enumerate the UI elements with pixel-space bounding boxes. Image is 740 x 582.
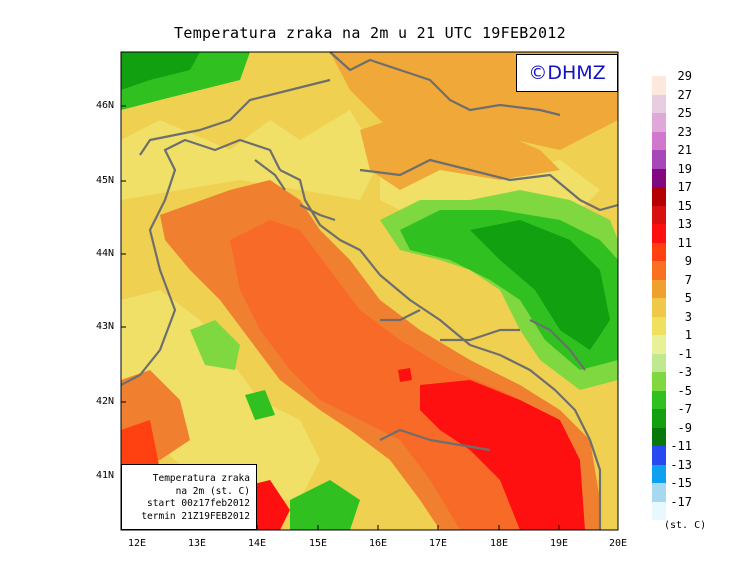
legend-label: 5 bbox=[684, 291, 692, 305]
lon-label: 17E bbox=[428, 538, 448, 549]
legend-label: -3 bbox=[677, 365, 692, 379]
legend-swatch bbox=[652, 205, 666, 224]
legend-label: 23 bbox=[677, 124, 692, 139]
lon-label: 12E bbox=[127, 538, 147, 549]
legend-label: -17 bbox=[670, 494, 692, 509]
lon-label: 19E bbox=[549, 538, 569, 549]
legend-swatch bbox=[652, 150, 666, 169]
legend-label: -5 bbox=[677, 383, 692, 398]
legend-label: 21 bbox=[677, 143, 692, 157]
legend-label: 13 bbox=[677, 217, 692, 231]
lat-label: 46N bbox=[96, 100, 115, 111]
legend-label: -15 bbox=[670, 476, 692, 490]
legend-label: 11 bbox=[677, 235, 692, 250]
legend-swatch bbox=[652, 224, 666, 243]
legend-label: 7 bbox=[684, 272, 692, 287]
lat-label: 41N bbox=[96, 470, 115, 481]
legend-label: 3 bbox=[684, 309, 692, 324]
lat-label: 42N bbox=[96, 396, 115, 407]
lat-label: 44N bbox=[96, 248, 115, 259]
legend-swatch bbox=[652, 372, 666, 391]
legend-swatch bbox=[652, 131, 666, 150]
lon-label: 15E bbox=[308, 538, 328, 549]
legend-label: -13 bbox=[670, 457, 692, 472]
lon-label: 16E bbox=[368, 538, 388, 549]
lon-label: 18E bbox=[489, 538, 509, 549]
lon-label: 13E bbox=[187, 538, 207, 549]
lat-label: 43N bbox=[96, 321, 115, 332]
legend-swatch bbox=[652, 279, 666, 298]
legend-label: 25 bbox=[677, 106, 692, 120]
legend-label: -1 bbox=[677, 346, 692, 361]
lon-label: 14E bbox=[247, 538, 267, 549]
legend-label: 27 bbox=[677, 87, 692, 102]
legend-label: 17 bbox=[677, 180, 692, 194]
legend-label: -7 bbox=[677, 402, 692, 416]
legend-swatch bbox=[652, 464, 666, 483]
info-line: termin 21Z19FEB2012 bbox=[141, 510, 250, 522]
legend-label: 15 bbox=[677, 198, 692, 213]
legend-swatch bbox=[652, 187, 666, 206]
legend-swatch bbox=[652, 76, 666, 95]
legend-label: -11 bbox=[670, 439, 692, 453]
info-line: na 2m (st. C) bbox=[175, 485, 250, 497]
info-box: Temperatura zraka na 2m (st. C) start 00… bbox=[121, 464, 257, 530]
legend-swatch bbox=[652, 261, 666, 280]
legend-swatch bbox=[652, 335, 666, 354]
legend-swatch bbox=[652, 316, 666, 335]
legend-unit: (st. C) bbox=[664, 520, 707, 531]
legend-swatch bbox=[652, 94, 666, 113]
map-fields bbox=[121, 52, 618, 530]
legend-label: 29 bbox=[677, 69, 692, 83]
legend-label: -9 bbox=[677, 420, 692, 435]
legend-swatch bbox=[652, 242, 666, 261]
legend-swatch bbox=[652, 427, 666, 446]
dhmz-logo: ©DHMZ bbox=[516, 54, 618, 92]
legend-swatch bbox=[652, 409, 666, 428]
legend-swatch bbox=[652, 483, 666, 502]
legend-swatch bbox=[652, 353, 666, 372]
lat-label: 45N bbox=[96, 175, 115, 186]
legend-swatch bbox=[652, 298, 666, 317]
lon-label: 20E bbox=[608, 538, 628, 549]
legend-label: 19 bbox=[677, 161, 692, 176]
legend-swatch bbox=[652, 390, 666, 409]
legend-swatch bbox=[652, 168, 666, 187]
legend-swatch bbox=[652, 501, 666, 520]
legend-swatch bbox=[652, 446, 666, 465]
legend-swatch bbox=[652, 113, 666, 132]
legend-label: 1 bbox=[684, 328, 692, 342]
map-title: Temperatura zraka na 2m u 21 UTC 19FEB20… bbox=[174, 24, 566, 42]
legend-label: 9 bbox=[684, 254, 692, 268]
info-line: start 00z17feb2012 bbox=[147, 498, 250, 510]
info-line: Temperatura zraka bbox=[152, 473, 250, 484]
